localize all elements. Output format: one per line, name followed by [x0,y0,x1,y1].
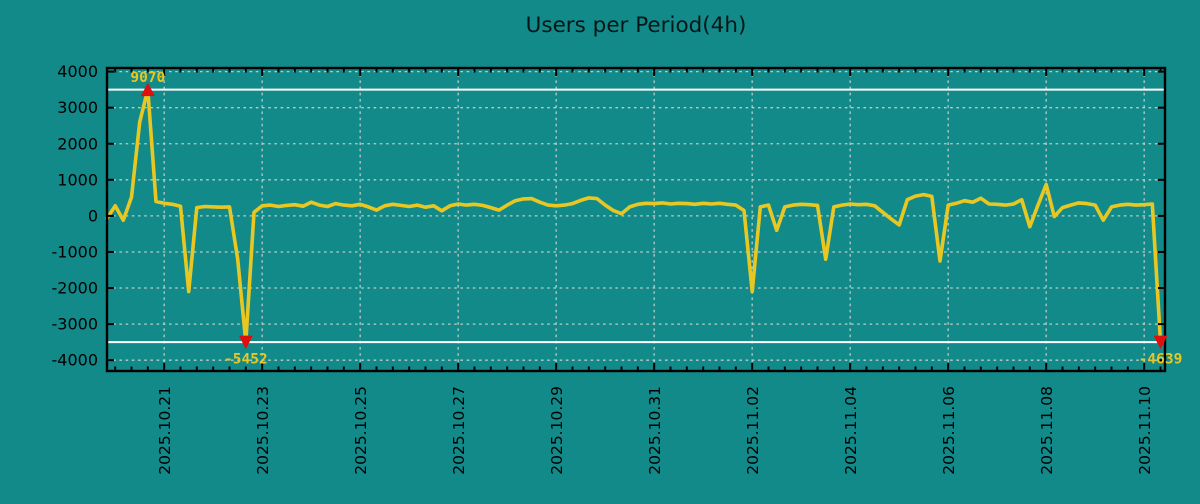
axis-ticks [107,68,1165,371]
series-line-users [105,87,1163,344]
x-tick-label: 2025.11.08 [1038,386,1056,475]
y-tick-label: 3000 [57,98,98,117]
x-tick-label: 2025.10.27 [450,386,468,475]
last-value-label: -4639 [1139,352,1183,368]
x-tick-label: 2025.10.29 [548,386,566,475]
x-tick-label: 2025.11.02 [744,386,762,475]
min-value-label: -5452 [224,352,268,368]
x-axis-labels: 2025.10.21 2025.10.23 2025.10.25 2025.10.27… [156,386,1154,475]
plot-frame [105,66,1167,373]
y-tick-label: 1000 [57,170,98,189]
x-tick-label: 2025.11.06 [940,386,958,475]
y-axis-labels: 4000 3000 2000 1000 0 -1000 -2000 -3000 -4000 [52,62,99,370]
max-marker-icon [140,82,155,97]
x-tick-label: 2025.10.31 [646,386,664,475]
max-value-label: 9070 [130,70,165,86]
x-tick-label: 2025.10.23 [254,386,272,475]
gridlines [107,68,1165,371]
min-marker-icon [238,335,253,350]
x-tick-label: 2025.11.10 [1136,386,1154,475]
y-tick-label: -3000 [52,315,99,334]
x-tick-label: 2025.10.21 [156,386,174,475]
last-marker-icon [1153,335,1168,350]
annotations: 9070 -5452 -4639 [130,70,1183,368]
y-tick-label: -4000 [52,351,99,370]
x-tick-label: 2025.10.25 [352,386,370,475]
y-tick-label: 4000 [57,62,98,81]
chart-title: Users per Period(4h) [526,13,747,38]
clip-limit-lines [107,88,1165,344]
series-polyline [105,87,1163,344]
x-tick-label: 2025.11.04 [842,386,860,475]
y-tick-label: -2000 [52,279,99,298]
y-tick-label: 0 [88,206,98,225]
y-tick-label: -1000 [52,242,99,261]
y-tick-label: 2000 [57,134,98,153]
